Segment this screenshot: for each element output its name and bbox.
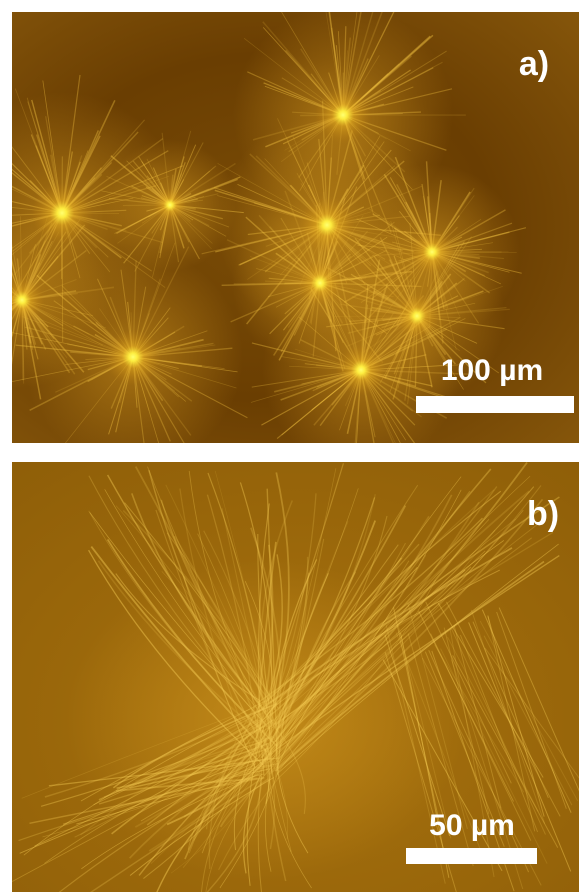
center [336, 345, 386, 395]
page: a) 100 µm b) 50 µm (() => { const data =… [0, 0, 579, 892]
center [315, 87, 371, 143]
scale-bar [416, 396, 574, 413]
center [153, 188, 187, 222]
center [410, 230, 455, 275]
scale-bar-label: 50 µm [429, 809, 515, 842]
panel-label: a) [519, 45, 549, 83]
center [298, 261, 343, 306]
center [31, 182, 93, 244]
center [299, 197, 355, 253]
center [0, 278, 44, 323]
center [395, 294, 440, 339]
scale-bar-label: 100 µm [441, 354, 543, 387]
scale-bar [406, 848, 537, 864]
center [105, 329, 161, 385]
panel-label: b) [527, 495, 559, 533]
figure: a) 100 µm b) 50 µm [0, 0, 579, 892]
panel-b: b) 50 µm [12, 462, 579, 892]
panel-a: a) 100 µm [0, 0, 579, 478]
